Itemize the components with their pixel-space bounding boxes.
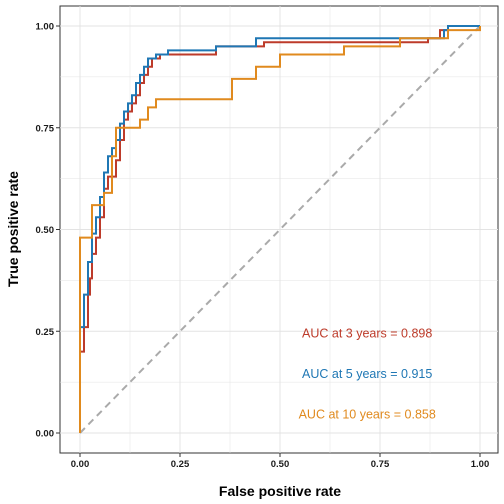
y-tick-label: 0.75 bbox=[36, 123, 55, 134]
y-tick-label: 1.00 bbox=[36, 22, 55, 33]
x-tick-label: 0.75 bbox=[371, 459, 390, 470]
x-tick-label: 0.50 bbox=[271, 459, 290, 470]
auc-annotations: AUC at 3 years = 0.898 AUC at 5 years = 0… bbox=[299, 327, 436, 422]
x-tick-label: 0.25 bbox=[171, 459, 190, 470]
y-axis-title: True positive rate bbox=[5, 171, 21, 287]
x-tick-label: 1.00 bbox=[471, 459, 490, 470]
roc-curve-3 bbox=[79, 26, 481, 433]
auc-annotation-1: AUC at 3 years = 0.898 bbox=[302, 327, 432, 341]
x-tick-label: 0.00 bbox=[71, 459, 90, 470]
auc-annotation-2: AUC at 5 years = 0.915 bbox=[302, 367, 432, 381]
roc-curve-2 bbox=[79, 25, 480, 433]
axes: 0.00 0.25 0.50 0.75 1.00 0.00 0.25 0.50 0.75 1.00 bbox=[36, 22, 490, 471]
auc-annotation-3: AUC at 10 years = 0.858 bbox=[299, 407, 436, 421]
y-tick-label: 0.25 bbox=[36, 327, 55, 338]
x-axis-title: False positive rate bbox=[219, 483, 341, 499]
y-tick-label: 0.50 bbox=[36, 225, 55, 236]
y-tick-label: 0.00 bbox=[36, 429, 55, 440]
roc-curves bbox=[79, 25, 481, 433]
